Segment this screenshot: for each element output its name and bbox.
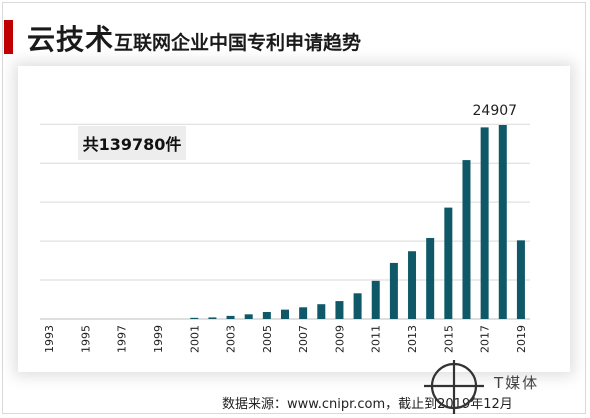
bar-2007 bbox=[299, 307, 308, 319]
data-source-note: 数据来源：www.cnipr.com，截止到2019年12月 bbox=[222, 397, 513, 412]
chart-panel bbox=[18, 66, 570, 372]
data-label-2018: 24907 bbox=[473, 103, 518, 119]
x-tick-label-2003: 2003 bbox=[225, 325, 238, 353]
bar-2011 bbox=[371, 280, 380, 319]
title-subtitle: 互联网企业中国专利申请趋势 bbox=[114, 32, 362, 54]
page-title: 云技术互联网企业中国专利申请趋势 bbox=[27, 18, 361, 58]
x-tick-label-2009: 2009 bbox=[333, 325, 346, 353]
total-count-label: 共139780件 bbox=[78, 126, 186, 160]
x-tick-label-2013: 2013 bbox=[406, 325, 419, 353]
slide-frame bbox=[2, 2, 586, 414]
x-tick-label-2011: 2011 bbox=[370, 325, 383, 353]
x-tick-label-1997: 1997 bbox=[116, 325, 129, 353]
x-tick-label-2007: 2007 bbox=[297, 325, 310, 353]
bar-2010 bbox=[353, 293, 362, 319]
bar-2018 bbox=[498, 124, 507, 319]
x-tick-label-1993: 1993 bbox=[43, 325, 56, 353]
bar-2001 bbox=[190, 317, 199, 319]
bar-2006 bbox=[281, 309, 289, 319]
bar-2014 bbox=[426, 237, 435, 319]
bar-2012 bbox=[389, 262, 398, 319]
bar-2016 bbox=[462, 160, 471, 319]
x-tick-label-2019: 2019 bbox=[515, 325, 528, 353]
bar-2005 bbox=[262, 311, 271, 319]
bar-2013 bbox=[408, 251, 417, 319]
title-main: 云技术 bbox=[27, 23, 115, 56]
x-tick-label-1999: 1999 bbox=[152, 325, 165, 353]
x-tick-label-1995: 1995 bbox=[79, 325, 92, 353]
x-tick-label-2015: 2015 bbox=[442, 325, 455, 353]
tmedia-logo-icon bbox=[424, 360, 484, 414]
bar-2019 bbox=[516, 240, 525, 319]
watermark-text: T媒体 bbox=[494, 374, 540, 392]
x-tick-label-2001: 2001 bbox=[188, 325, 201, 353]
bar-2009 bbox=[335, 301, 344, 319]
x-tick-label-2005: 2005 bbox=[261, 325, 274, 353]
bar-2002 bbox=[208, 317, 217, 319]
bar-2008 bbox=[317, 304, 326, 319]
title-accent-bar bbox=[4, 20, 13, 54]
bar-2003 bbox=[226, 315, 235, 319]
bar-2004 bbox=[244, 314, 253, 319]
bar-2017 bbox=[480, 127, 489, 320]
x-tick-label-2017: 2017 bbox=[479, 325, 492, 353]
bar-2015 bbox=[444, 207, 453, 319]
